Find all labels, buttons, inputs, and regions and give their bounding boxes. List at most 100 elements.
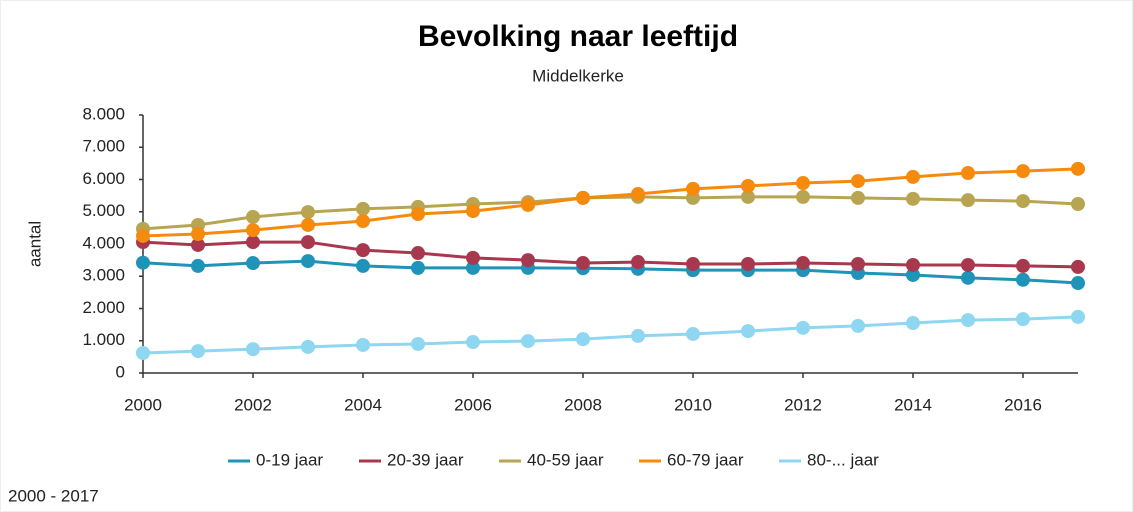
data-point — [301, 339, 315, 354]
data-point — [411, 260, 425, 275]
data-point — [961, 257, 975, 272]
series-line — [142, 259, 1079, 285]
data-point — [631, 255, 645, 270]
y-tick-label: 7.000 — [82, 137, 125, 156]
data-point — [686, 326, 700, 341]
data-point — [466, 250, 480, 265]
x-tick-label: 2006 — [454, 395, 492, 414]
footnote: 2000 - 2017 — [8, 486, 99, 505]
data-point — [631, 328, 645, 343]
data-point — [796, 189, 810, 204]
data-point — [191, 227, 205, 242]
data-point — [466, 260, 480, 275]
y-axis-label: aantal — [25, 221, 44, 267]
data-point — [356, 201, 370, 216]
x-tick-label: 2000 — [124, 395, 162, 414]
data-point — [741, 189, 755, 204]
data-point — [1016, 272, 1030, 287]
data-point — [686, 181, 700, 196]
data-point — [521, 253, 535, 268]
data-point — [851, 190, 865, 205]
series-line — [142, 315, 1079, 355]
data-point — [906, 267, 920, 282]
data-point — [961, 166, 975, 181]
y-tick-label: 3.000 — [82, 266, 125, 285]
data-point — [851, 256, 865, 271]
data-point — [246, 342, 260, 357]
x-tick-label: 2016 — [1004, 395, 1042, 414]
data-point — [906, 316, 920, 331]
data-point — [246, 235, 260, 250]
x-tick-label: 2008 — [564, 395, 602, 414]
data-point — [356, 214, 370, 229]
data-point — [246, 256, 260, 271]
data-point — [411, 336, 425, 351]
data-point — [686, 256, 700, 271]
data-point — [1016, 312, 1030, 327]
data-point — [136, 255, 150, 270]
data-point — [961, 270, 975, 285]
data-point — [466, 204, 480, 219]
data-point — [851, 318, 865, 333]
data-point — [466, 335, 480, 350]
x-tick-label: 2004 — [344, 395, 382, 414]
data-point — [246, 223, 260, 238]
series-line — [142, 240, 1079, 269]
data-point — [906, 257, 920, 272]
data-point — [576, 190, 590, 205]
series-line — [142, 167, 1079, 238]
legend-label: 60-79 jaar — [667, 450, 744, 469]
data-point — [741, 178, 755, 193]
legend-label: 20-39 jaar — [387, 450, 464, 469]
chart-title: Bevolking naar leeftijd — [418, 20, 738, 53]
data-point — [301, 217, 315, 232]
data-point — [1016, 258, 1030, 273]
y-tick-label: 2.000 — [82, 298, 125, 317]
data-point — [521, 197, 535, 212]
y-tick-label: 6.000 — [82, 169, 125, 188]
x-tick-label: 2014 — [894, 395, 932, 414]
data-point — [1016, 194, 1030, 209]
data-point — [1071, 259, 1085, 274]
data-point — [961, 313, 975, 328]
data-point — [796, 256, 810, 271]
data-point — [796, 320, 810, 335]
data-point — [136, 346, 150, 361]
data-point — [741, 256, 755, 271]
chart-subtitle: Middelkerke — [532, 66, 624, 85]
data-point — [136, 228, 150, 243]
data-point — [521, 334, 535, 349]
data-point — [1071, 276, 1085, 291]
data-point — [851, 174, 865, 189]
data-point — [906, 169, 920, 184]
data-point — [246, 209, 260, 224]
data-point — [191, 258, 205, 273]
data-point — [961, 193, 975, 208]
x-tick-label: 2012 — [784, 395, 822, 414]
data-point — [576, 332, 590, 347]
y-tick-label: 1.000 — [82, 330, 125, 349]
y-tick-label: 4.000 — [82, 233, 125, 252]
data-point — [1071, 309, 1085, 324]
data-point — [1071, 197, 1085, 212]
data-point — [191, 237, 205, 252]
legend-label: 0-19 jaar — [256, 450, 323, 469]
y-tick-label: 0 — [116, 362, 125, 381]
data-point — [191, 344, 205, 359]
data-point — [576, 256, 590, 271]
x-tick-label: 2010 — [674, 395, 712, 414]
data-point — [356, 243, 370, 258]
data-point — [301, 254, 315, 269]
x-tick-label: 2002 — [234, 395, 272, 414]
legend-label: 40-59 jaar — [527, 450, 604, 469]
data-point — [356, 337, 370, 352]
data-point — [301, 205, 315, 220]
data-point — [906, 191, 920, 206]
data-point — [631, 187, 645, 202]
data-point — [1016, 164, 1030, 179]
data-point — [356, 258, 370, 273]
data-point — [411, 207, 425, 222]
data-point — [301, 235, 315, 250]
